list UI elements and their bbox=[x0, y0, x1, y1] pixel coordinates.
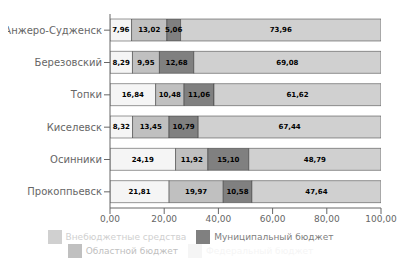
svg-text:5,06: 5,06 bbox=[165, 26, 182, 34]
svg-text:61,62: 61,62 bbox=[286, 91, 308, 99]
svg-text:Топки: Топки bbox=[70, 89, 102, 100]
svg-text:60,00: 60,00 bbox=[260, 214, 286, 224]
svg-text:Прокоппьевск: Прокоппьевск bbox=[27, 186, 102, 197]
svg-text:12,68: 12,68 bbox=[166, 59, 188, 67]
svg-text:15,10: 15,10 bbox=[217, 156, 239, 164]
svg-text:Анжеро-Судженск: Анжеро-Судженск bbox=[8, 25, 102, 36]
svg-text:24,19: 24,19 bbox=[132, 156, 154, 164]
svg-text:47,64: 47,64 bbox=[305, 188, 327, 196]
svg-text:10,48: 10,48 bbox=[159, 91, 181, 99]
svg-text:9,95: 9,95 bbox=[137, 59, 154, 67]
svg-text:69,08: 69,08 bbox=[276, 59, 298, 67]
svg-text:8,29: 8,29 bbox=[113, 59, 130, 67]
svg-text:0,00: 0,00 bbox=[100, 214, 120, 224]
html-text:Внебюджетные средства: Внебюджетные средства bbox=[65, 231, 187, 242]
svg-text:73,96: 73,96 bbox=[270, 26, 292, 34]
svg-text:Киселевск: Киселевск bbox=[47, 122, 102, 133]
svg-text:Осинники: Осинники bbox=[50, 154, 102, 165]
svg-text:16,84: 16,84 bbox=[122, 91, 144, 99]
svg-text:40,00: 40,00 bbox=[206, 214, 232, 224]
svg-text:8,32: 8,32 bbox=[113, 123, 130, 131]
svg-text:67,44: 67,44 bbox=[279, 123, 301, 131]
html-text:Федеральный бюджет: Федеральный бюджет bbox=[206, 245, 314, 256]
svg-text:80,00: 80,00 bbox=[314, 214, 340, 224]
svg-text:13,45: 13,45 bbox=[140, 123, 162, 131]
html-text:Муниципальный бюджет: Муниципальный бюджет bbox=[214, 231, 334, 242]
svg-text:10,58: 10,58 bbox=[226, 188, 248, 196]
svg-text:100,00: 100,00 bbox=[365, 214, 397, 224]
svg-text:21,81: 21,81 bbox=[128, 188, 150, 196]
svg-text:Березовский: Березовский bbox=[35, 57, 102, 68]
svg-text:11,06: 11,06 bbox=[188, 91, 210, 99]
svg-text:19,97: 19,97 bbox=[185, 188, 207, 196]
svg-text:48,79: 48,79 bbox=[304, 156, 326, 164]
svg-text:13,02: 13,02 bbox=[138, 26, 160, 34]
svg-text:11,92: 11,92 bbox=[181, 156, 203, 164]
svg-text:20,00: 20,00 bbox=[151, 214, 177, 224]
svg-text:7,96: 7,96 bbox=[112, 26, 129, 34]
svg-text:10,79: 10,79 bbox=[173, 123, 195, 131]
html-text:Областной бюджет: Областной бюджет bbox=[85, 245, 179, 256]
